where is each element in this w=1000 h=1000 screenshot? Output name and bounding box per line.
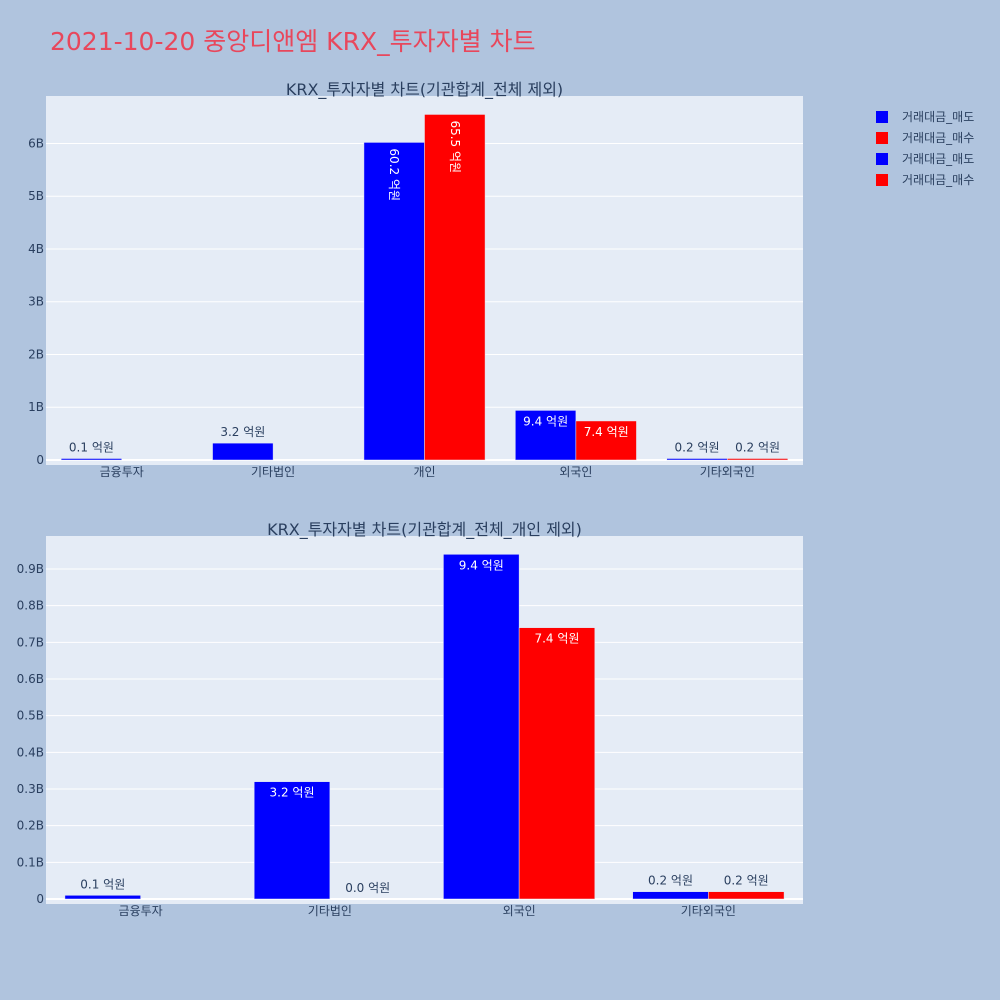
y-tick-label: 3B	[28, 295, 44, 309]
data-label: 3.2 억원	[220, 425, 265, 439]
legend-item[interactable]: 거래대금_매도	[876, 148, 974, 169]
legend-label: 거래대금_매수	[902, 131, 975, 145]
bar	[64, 895, 141, 900]
x-tick-label: 개인	[413, 465, 435, 479]
data-label: 0.2 억원	[735, 441, 780, 455]
y-tick-label: 4B	[28, 242, 44, 256]
bar	[727, 458, 789, 461]
data-label: 0.1 억원	[80, 877, 125, 891]
x-tick-label: 외국인	[559, 465, 592, 479]
data-label: 0.2 억원	[724, 874, 769, 888]
legend-swatch-buy	[876, 131, 888, 144]
legend-item[interactable]: 거래대금_매수	[876, 169, 974, 190]
legend-swatch-buy	[876, 173, 888, 186]
bar	[708, 891, 785, 900]
data-label: 0.2 억원	[648, 874, 693, 888]
data-label: 60.2 억원	[387, 148, 401, 201]
chart-title: KRX_투자자별 차트(기관합계_전체 제외)	[286, 80, 563, 100]
legend-item[interactable]: 거래대금_매수	[876, 127, 974, 148]
y-tick-label: 5B	[28, 189, 44, 203]
y-tick-label: 0.1B	[17, 855, 44, 869]
x-tick-label: 기타외국인	[681, 904, 736, 918]
bar	[363, 142, 425, 461]
legend-swatch-sell	[876, 152, 888, 165]
legend: 거래대금_매도 거래대금_매수 거래대금_매도 거래대금_매수	[876, 106, 974, 190]
x-tick-label: 금융투자	[100, 465, 144, 479]
legend-label: 거래대금_매도	[902, 152, 975, 166]
data-label: 9.4 억원	[523, 414, 568, 428]
bar	[212, 442, 274, 461]
bar	[518, 627, 596, 900]
y-tick-label: 6B	[28, 136, 44, 150]
y-tick-label: 2B	[28, 347, 44, 361]
bar	[253, 781, 331, 900]
bar	[666, 458, 728, 461]
data-label: 0.2 억원	[675, 441, 720, 455]
y-tick-label: 0.6B	[17, 672, 44, 686]
plot-area	[46, 536, 803, 904]
y-tick-label: 0.5B	[17, 709, 44, 723]
x-tick-label: 기타법인	[251, 465, 295, 479]
data-label: 0.1 억원	[69, 441, 114, 455]
y-tick-label: 0	[36, 453, 44, 467]
data-label: 9.4 억원	[459, 558, 504, 572]
bar	[575, 420, 637, 461]
y-tick-label: 0.4B	[17, 745, 44, 759]
x-tick-label: 기타법인	[308, 904, 352, 918]
legend-label: 거래대금_매도	[902, 110, 975, 124]
data-label: 7.4 억원	[584, 425, 629, 439]
legend-label: 거래대금_매수	[902, 173, 975, 187]
y-tick-label: 0	[36, 892, 44, 906]
data-label: 7.4 억원	[534, 632, 579, 646]
legend-swatch-sell	[876, 110, 888, 123]
x-tick-label: 금융투자	[119, 904, 163, 918]
x-tick-label: 외국인	[503, 904, 536, 918]
bar	[632, 891, 709, 900]
data-label: 65.5 억원	[448, 120, 462, 173]
y-tick-label: 0.8B	[17, 599, 44, 613]
bar	[443, 554, 520, 900]
data-label: 0.0 억원	[345, 881, 390, 895]
x-tick-label: 기타외국인	[700, 465, 755, 479]
y-tick-label: 1B	[28, 400, 44, 414]
data-label: 3.2 억원	[270, 786, 315, 800]
y-tick-label: 0.3B	[17, 782, 44, 796]
y-tick-label: 0.7B	[17, 635, 44, 649]
bar	[424, 114, 486, 461]
bar	[515, 410, 577, 461]
page-title: 2021-10-20 중앙디앤엠 KRX_투자자별 차트	[50, 27, 536, 56]
y-tick-label: 0.9B	[17, 562, 44, 576]
bar	[60, 458, 122, 461]
y-tick-label: 0.2B	[17, 819, 44, 833]
chart-title: KRX_투자자별 차트(기관합계_전체_개인 제외)	[267, 520, 582, 540]
legend-item[interactable]: 거래대금_매도	[876, 106, 974, 127]
